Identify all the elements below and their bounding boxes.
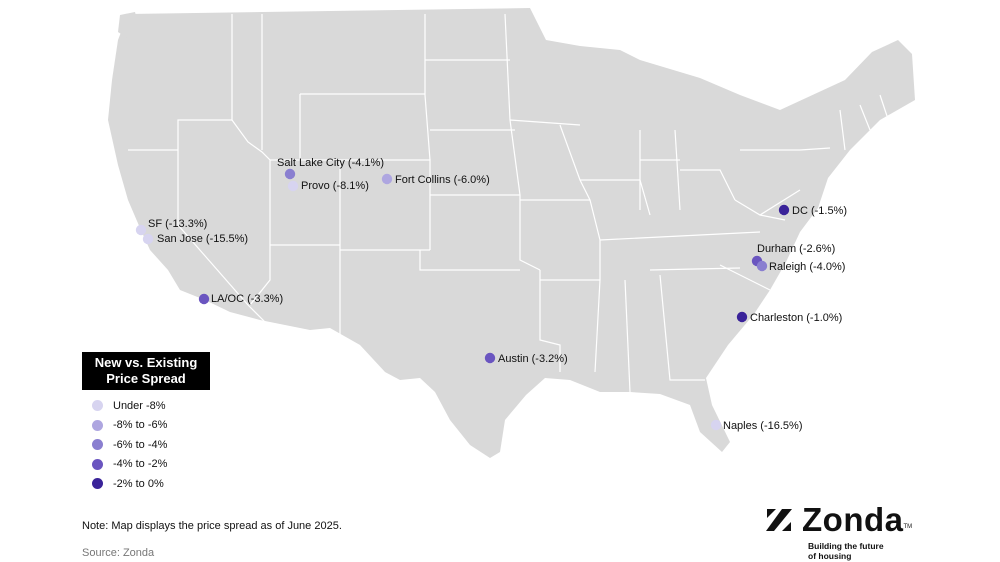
legend: New vs. Existing Price Spread Under -8% …	[82, 352, 282, 494]
tagline-line2: of housing	[808, 551, 852, 561]
legend-title-line2: Price Spread	[106, 371, 186, 386]
marker-dc	[778, 204, 790, 216]
marker-label-fort-collins: Fort Collins (-6.0%)	[395, 174, 490, 186]
zonda-logo: Zonda TM Building the future of housing	[764, 502, 964, 561]
city-markers: SF (-13.3%) San Jose (-15.5%) LA/OC (-3.3%…	[135, 157, 847, 432]
marker-provo	[287, 180, 299, 192]
marker-fort-collins	[381, 173, 393, 185]
legend-label: -8% to -6%	[113, 419, 168, 432]
source-text: Source: Zonda	[82, 547, 155, 559]
legend-item: -6% to -4%	[82, 435, 282, 455]
marker-salt-lake-city	[284, 168, 296, 180]
marker-label-provo: Provo (-8.1%)	[301, 180, 369, 192]
legend-swatch	[92, 458, 103, 470]
legend-item: -2% to 0%	[82, 474, 282, 494]
legend-title-line1: New vs. Existing	[94, 355, 198, 370]
tagline-line1: Building the future	[808, 541, 884, 551]
marker-label-naples: Naples (-16.5%)	[723, 420, 802, 432]
marker-label-durham: Durham (-2.6%)	[757, 243, 835, 255]
marker-austin	[484, 352, 496, 364]
marker-label-salt-lake-city: Salt Lake City (-4.1%)	[277, 157, 384, 169]
logo-trademark: TM	[903, 524, 913, 530]
legend-items: Under -8% -8% to -6% -6% to -4% -4% to -…	[82, 396, 282, 494]
state-borders	[128, 13, 891, 393]
marker-label-austin: Austin (-3.2%)	[498, 353, 568, 365]
marker-sf	[135, 224, 147, 236]
marker-charleston	[736, 311, 748, 323]
zonda-mark-icon	[766, 509, 792, 531]
legend-swatch	[92, 419, 103, 431]
legend-item: -8% to -6%	[82, 416, 282, 436]
legend-item: Under -8%	[82, 396, 282, 416]
marker-label-san-jose: San Jose (-15.5%)	[157, 233, 248, 245]
map-note: Note: Map displays the price spread as o…	[82, 520, 342, 532]
marker-san-jose	[142, 233, 154, 245]
legend-swatch	[92, 439, 103, 451]
us-land	[108, 8, 915, 458]
marker-label-raleigh: Raleigh (-4.0%)	[769, 261, 845, 273]
marker-raleigh	[756, 260, 768, 272]
legend-swatch	[92, 400, 103, 412]
legend-label: Under -8%	[113, 399, 166, 412]
logo-wordmark: Zonda	[802, 501, 904, 538]
marker-naples	[710, 419, 722, 431]
logo-tagline: Building the future of housing	[808, 541, 964, 561]
marker-label-sf: SF (-13.3%)	[148, 218, 207, 230]
marker-la-oc	[198, 293, 210, 305]
marker-label-dc: DC (-1.5%)	[792, 205, 847, 217]
legend-label: -2% to 0%	[113, 477, 164, 490]
legend-swatch	[92, 478, 103, 490]
legend-title: New vs. Existing Price Spread	[82, 352, 210, 390]
legend-item: -4% to -2%	[82, 455, 282, 475]
marker-label-charleston: Charleston (-1.0%)	[750, 312, 842, 324]
legend-label: -4% to -2%	[113, 458, 168, 471]
legend-label: -6% to -4%	[113, 438, 168, 451]
marker-label-la-oc: LA/OC (-3.3%)	[211, 293, 283, 305]
